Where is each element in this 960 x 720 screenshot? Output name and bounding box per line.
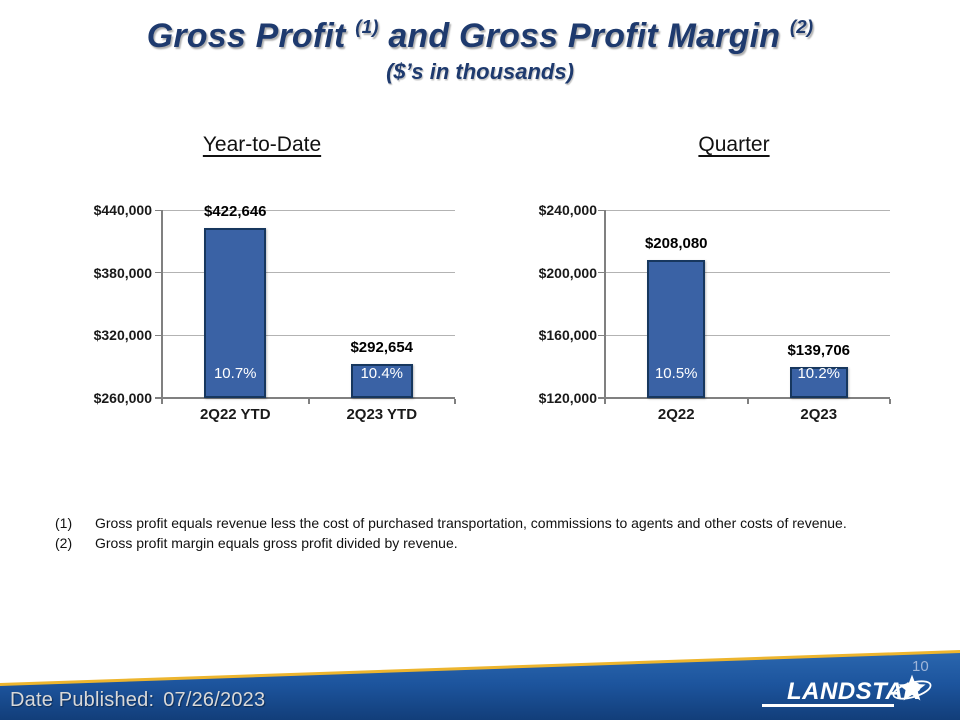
x-axis-tick <box>307 399 310 404</box>
title-superscript-1: (1) <box>355 16 379 37</box>
landstar-logo-underline <box>762 704 894 707</box>
bar <box>789 367 848 398</box>
y-axis-tick <box>155 334 162 336</box>
bar-value-label: $292,654 <box>350 338 414 356</box>
y-axis-tick <box>155 209 162 211</box>
page-title: Gross Profit (1) and Gross Profit Margin… <box>0 4 960 59</box>
bar <box>647 260 706 398</box>
bar <box>350 363 413 398</box>
footnote-1: (1) Gross profit equals revenue less the… <box>55 513 895 533</box>
footnote-2-marker: (2) <box>55 535 73 551</box>
gridline <box>605 272 890 274</box>
title-block: Gross Profit (1) and Gross Profit Margin… <box>0 4 960 85</box>
footer-band <box>0 650 960 720</box>
gridline <box>605 334 890 336</box>
title-part2: and Gross Profit Margin <box>378 17 790 55</box>
y-axis-tick <box>598 272 605 274</box>
x-axis-tick <box>746 399 749 404</box>
x-axis-tick <box>454 399 456 404</box>
page-number: 10 <box>912 658 929 675</box>
y-tick-label: $260,000 <box>93 390 152 406</box>
title-part1: Gross Profit <box>146 17 356 55</box>
bar <box>204 228 267 398</box>
y-axis-line <box>161 210 163 398</box>
y-axis-tick <box>155 272 162 274</box>
page-subtitle: ($’s in thousands) <box>386 59 574 84</box>
category-label: 2Q22 YTD <box>199 406 271 423</box>
category-label: 2Q23 <box>800 406 838 423</box>
y-axis-tick <box>598 209 605 211</box>
footer-blue-wedge <box>0 653 960 720</box>
landstar-logo: LANDSTAR <box>760 668 940 713</box>
bar-value-label: $139,706 <box>787 342 851 360</box>
date-published: Date Published: 07/26/2023 <box>10 689 265 712</box>
footnote-1-text: Gross profit equals revenue less the cos… <box>95 515 847 531</box>
x-axis-line <box>155 397 455 399</box>
footnote-1-marker: (1) <box>55 515 73 531</box>
x-axis-tick <box>604 399 606 404</box>
y-axis-line <box>604 210 606 398</box>
x-axis-line <box>598 397 890 399</box>
category-label: 2Q23 YTD <box>346 406 418 423</box>
bar-pct-label: 10.7% <box>213 365 257 382</box>
gridline <box>162 334 455 336</box>
bar-pct-label: 10.5% <box>654 365 698 382</box>
footnote-2: (2) Gross profit margin equals gross pro… <box>55 533 895 553</box>
y-tick-label: $200,000 <box>538 264 597 281</box>
landstar-logo-text: LANDSTAR <box>787 678 922 705</box>
y-tick-label: $240,000 <box>538 202 597 218</box>
footnote-2-text: Gross profit margin equals gross profit … <box>95 535 458 551</box>
gridline <box>162 209 455 211</box>
bar-value-label: $422,646 <box>203 203 267 221</box>
footnotes: (1) Gross profit equals revenue less the… <box>55 513 895 553</box>
title-superscript-2: (2) <box>789 16 814 37</box>
section-header-quarter: Quarter <box>698 133 770 156</box>
y-axis-tick <box>598 334 605 336</box>
gridline <box>605 209 890 211</box>
section-header-year-to-date: Year-to-Date <box>202 133 322 156</box>
y-tick-label: $160,000 <box>538 327 597 344</box>
bar-pct-label: 10.2% <box>797 365 841 382</box>
y-tick-label: $440,000 <box>93 202 152 218</box>
y-tick-label: $120,000 <box>538 390 597 406</box>
x-axis-tick <box>161 399 163 404</box>
gridline <box>162 272 455 274</box>
y-tick-label: $380,000 <box>93 264 152 281</box>
y-tick-label: $320,000 <box>93 327 152 344</box>
x-axis-tick <box>889 399 891 404</box>
date-published-label: Date Published: <box>10 689 155 711</box>
bar-value-label: $208,080 <box>644 235 708 252</box>
bar-pct-label: 10.4% <box>360 365 404 382</box>
category-label: 2Q22 <box>657 406 695 423</box>
landstar-star-icon <box>892 674 932 701</box>
date-published-value: 07/26/2023 <box>163 689 266 711</box>
